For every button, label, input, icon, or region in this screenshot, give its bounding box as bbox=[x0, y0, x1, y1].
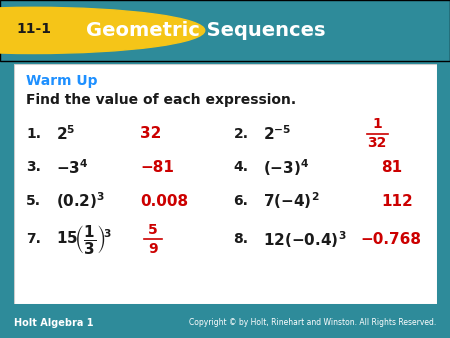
Text: 3.: 3. bbox=[26, 161, 41, 174]
Circle shape bbox=[0, 7, 205, 53]
FancyBboxPatch shape bbox=[0, 0, 450, 61]
FancyBboxPatch shape bbox=[14, 64, 436, 304]
Text: 9: 9 bbox=[148, 242, 158, 256]
Text: $\mathbf{15\!\left(\dfrac{1}{3}\right)^{\!3}}$: $\mathbf{15\!\left(\dfrac{1}{3}\right)^{… bbox=[56, 223, 112, 256]
Text: −0.768: −0.768 bbox=[360, 232, 421, 247]
Text: 7.: 7. bbox=[26, 233, 41, 246]
Text: 4.: 4. bbox=[234, 161, 248, 174]
Text: 1.: 1. bbox=[26, 127, 41, 141]
Text: $\mathbf{7(-4)^2}$: $\mathbf{7(-4)^2}$ bbox=[263, 191, 320, 211]
Text: Find the value of each expression.: Find the value of each expression. bbox=[26, 93, 296, 107]
Text: $\mathbf{-3^4}$: $\mathbf{-3^4}$ bbox=[56, 158, 88, 177]
Text: Copyright © by Holt, Rinehart and Winston. All Rights Reserved.: Copyright © by Holt, Rinehart and Winsto… bbox=[189, 318, 436, 327]
Text: 5: 5 bbox=[148, 223, 158, 237]
Text: $\mathbf{2^5}$: $\mathbf{2^5}$ bbox=[56, 124, 75, 143]
Text: Geometric Sequences: Geometric Sequences bbox=[86, 21, 325, 40]
Text: 8.: 8. bbox=[234, 233, 248, 246]
Text: Holt Algebra 1: Holt Algebra 1 bbox=[14, 318, 93, 328]
Text: 32: 32 bbox=[368, 137, 387, 150]
Text: 32: 32 bbox=[140, 126, 162, 141]
Text: 5.: 5. bbox=[26, 194, 41, 208]
Text: 6.: 6. bbox=[234, 194, 248, 208]
Text: −81: −81 bbox=[140, 160, 174, 175]
Text: $\mathbf{2^{-5}}$: $\mathbf{2^{-5}}$ bbox=[263, 124, 292, 143]
Text: $\mathbf{(0.2)^3}$: $\mathbf{(0.2)^3}$ bbox=[56, 191, 105, 211]
Text: Warm Up: Warm Up bbox=[26, 74, 98, 88]
Text: 1: 1 bbox=[373, 117, 382, 131]
Text: 0.008: 0.008 bbox=[140, 194, 189, 209]
Text: 81: 81 bbox=[382, 160, 403, 175]
Text: $\mathbf{12(-0.4)^3}$: $\mathbf{12(-0.4)^3}$ bbox=[263, 229, 346, 250]
Text: $\mathbf{(-3)^4}$: $\mathbf{(-3)^4}$ bbox=[263, 157, 310, 178]
Text: 2.: 2. bbox=[234, 127, 248, 141]
Text: 112: 112 bbox=[382, 194, 413, 209]
Text: 11-1: 11-1 bbox=[16, 22, 51, 36]
